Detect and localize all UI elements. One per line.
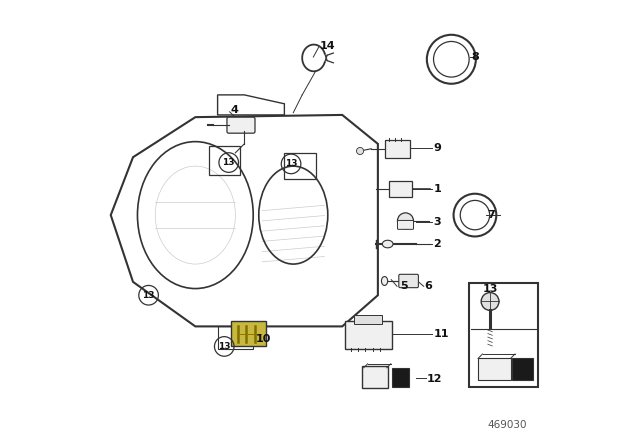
Polygon shape — [478, 358, 511, 380]
FancyBboxPatch shape — [346, 321, 392, 349]
Text: 1: 1 — [433, 184, 442, 194]
Text: 4: 4 — [231, 105, 239, 116]
Polygon shape — [513, 358, 533, 380]
Text: 9: 9 — [433, 143, 442, 153]
Text: 12: 12 — [427, 374, 442, 384]
Text: 13: 13 — [285, 159, 298, 168]
Polygon shape — [392, 368, 409, 387]
FancyBboxPatch shape — [354, 315, 382, 324]
FancyBboxPatch shape — [390, 181, 412, 197]
FancyBboxPatch shape — [362, 366, 388, 388]
Text: 8: 8 — [472, 52, 479, 62]
Text: 2: 2 — [433, 239, 442, 249]
Text: 10: 10 — [255, 334, 271, 344]
FancyBboxPatch shape — [469, 283, 538, 388]
Text: 11: 11 — [433, 329, 449, 340]
Text: 5: 5 — [400, 281, 408, 291]
Text: 13: 13 — [483, 284, 498, 293]
Ellipse shape — [381, 276, 388, 285]
FancyBboxPatch shape — [397, 220, 413, 229]
Text: 6: 6 — [424, 281, 433, 291]
FancyBboxPatch shape — [227, 117, 255, 133]
FancyBboxPatch shape — [231, 321, 266, 346]
Text: 3: 3 — [433, 217, 441, 227]
Circle shape — [356, 147, 364, 155]
Circle shape — [397, 213, 413, 229]
Text: 13: 13 — [142, 291, 155, 300]
Text: 469030: 469030 — [487, 420, 527, 430]
Text: 13: 13 — [223, 158, 235, 167]
FancyBboxPatch shape — [385, 140, 410, 158]
Ellipse shape — [382, 240, 393, 248]
Text: 7: 7 — [487, 210, 495, 220]
Text: 13: 13 — [218, 342, 230, 351]
Circle shape — [481, 293, 499, 310]
Text: 14: 14 — [320, 41, 335, 51]
FancyBboxPatch shape — [399, 274, 419, 288]
